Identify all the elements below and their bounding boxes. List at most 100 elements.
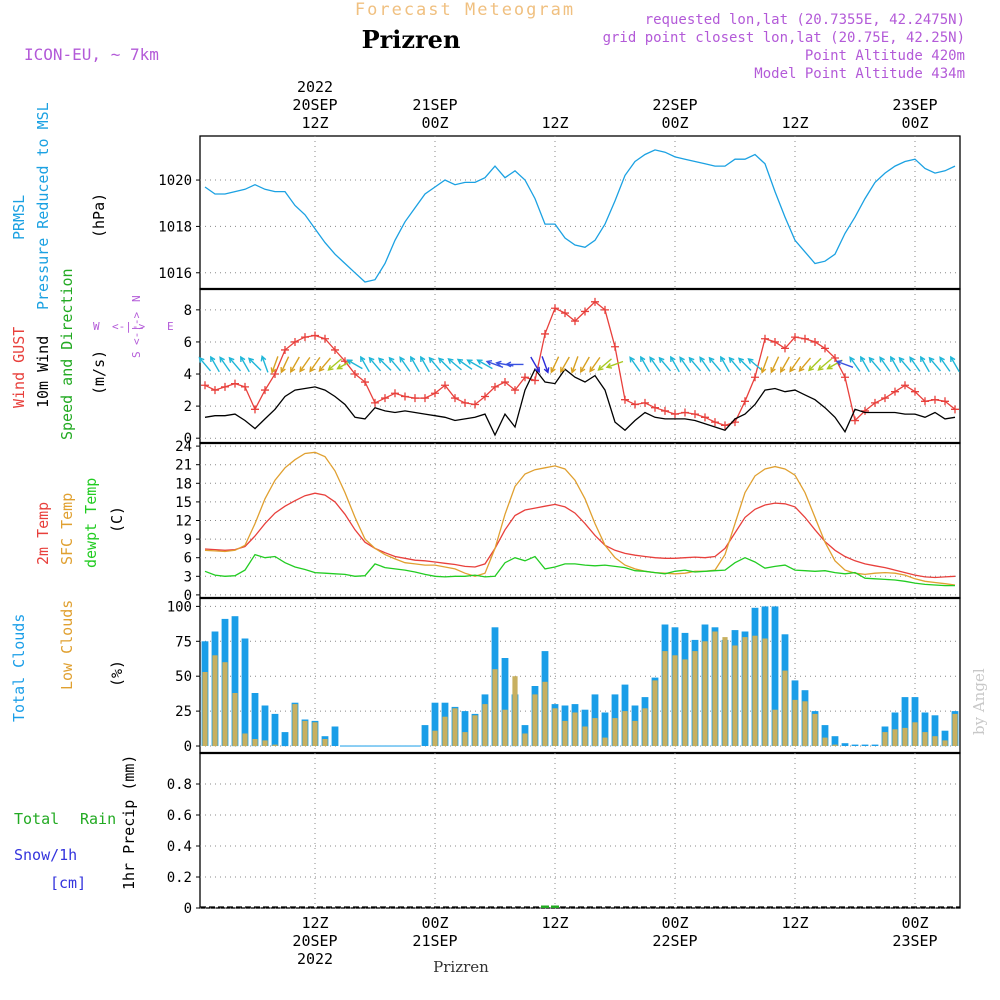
wind-arrow-head [789, 366, 795, 373]
low-cloud-bar [532, 694, 538, 747]
low-cloud-bar [582, 726, 588, 746]
gust-line [204, 300, 956, 427]
low-cloud-bar [892, 729, 898, 747]
wind-arrow-head [485, 360, 493, 366]
y-tick-label: 75 [175, 634, 192, 650]
wind-arrow [898, 357, 912, 372]
wind-arrow [728, 357, 742, 372]
gust-line-marker [411, 394, 419, 403]
gust-line-marker [451, 394, 459, 403]
y-tick-label: 12 [175, 514, 192, 530]
temp-sfc-line [204, 451, 956, 586]
y-tick-label: 2 [184, 399, 192, 415]
gust-line-marker [571, 317, 579, 326]
wind-arrow [670, 356, 680, 373]
wind-arrow-head [720, 355, 726, 363]
wind-arrow-head [476, 359, 483, 365]
gust-line-marker [521, 373, 529, 382]
wind-arrow-head [570, 367, 577, 374]
gust-line-marker [871, 398, 879, 407]
gust-line-marker [481, 392, 489, 401]
precip-unit-label: 1hr Precip (mm) [120, 755, 138, 890]
wind-arrow [399, 356, 411, 372]
gust-line-marker [551, 304, 559, 313]
low-cloud-bar [202, 672, 208, 746]
gust-line-marker [621, 395, 629, 404]
wind-arrow-head [708, 356, 715, 363]
model-altitude: Model Point Altitude 434m [754, 66, 965, 82]
gust-line-marker [711, 418, 719, 427]
gust-line-marker [681, 408, 689, 417]
wind-arrow [606, 360, 624, 368]
wind-arrow-head [346, 359, 353, 365]
gust-line-marker [321, 334, 329, 343]
top-time-label: 12Z [301, 114, 328, 132]
gust-line-marker [741, 397, 749, 406]
wind-arrow [530, 356, 540, 373]
wind-arrow [708, 357, 722, 372]
top-time-label: 22SEP [652, 96, 697, 114]
wind-arrow [798, 357, 812, 372]
low-cloud-bar [652, 680, 658, 746]
total-cloud-bar [931, 715, 939, 746]
wind-arrow [770, 356, 780, 373]
wind-arrow-head [898, 356, 905, 363]
low-cloud-bar [752, 635, 758, 746]
grid-lines [196, 136, 960, 909]
gust-line-marker [501, 378, 509, 387]
gust-line-marker [401, 392, 409, 401]
gust-line-marker [631, 400, 639, 409]
low-cloud-bar [782, 670, 788, 746]
wind-arrow-head [890, 355, 896, 363]
temp-2m-label: 2m Temp [34, 502, 52, 565]
wind-arrow-head [219, 356, 225, 363]
wind-arrow-head [309, 366, 315, 373]
cloud-axis-labels: Total Clouds Low Clouds (%) [10, 600, 126, 722]
wind-arrow-head [699, 356, 705, 363]
wind-arrow-head [737, 357, 744, 364]
y-tick-label: 6 [184, 335, 192, 351]
low-cloud-bar [492, 669, 498, 746]
low-cloud-bar [292, 704, 298, 746]
wind-arrow-head [835, 360, 843, 366]
gust-line-marker [251, 405, 259, 414]
low-cloud-bar [922, 732, 928, 747]
wind-arrow [210, 356, 220, 373]
wind-arrow [580, 356, 590, 373]
total-cloud-bar [831, 736, 839, 746]
low-cloud-bar [812, 713, 818, 746]
wind-arrow-head [580, 366, 586, 374]
gust-line-marker [901, 381, 909, 390]
gust-line-marker [311, 331, 319, 340]
gust-line-marker [291, 337, 299, 346]
temp-dewpt-label: dewpt Temp [82, 478, 100, 568]
gust-line-marker [651, 403, 659, 412]
chart-marks [198, 149, 960, 908]
y-tick-label: 0.4 [167, 839, 192, 855]
gust-line-marker [561, 309, 569, 318]
pressure-reduced-label: Pressure Reduced to MSL [34, 102, 52, 310]
wind-arrow-head [290, 366, 296, 374]
gust-line-marker [371, 398, 379, 407]
wind-arrow [388, 357, 402, 372]
low-cloud-bar [932, 736, 938, 746]
wind-arrow [560, 356, 570, 373]
wind-arrow-head [760, 367, 767, 374]
temp-axis-labels: 2m Temp SFC Temp dewpt Temp (C) [34, 478, 126, 568]
wind-arrow [248, 357, 262, 371]
total-clouds-label: Total Clouds [10, 614, 28, 722]
gust-line-marker [231, 379, 239, 388]
wind-arrow-head [920, 355, 926, 363]
low-cloud-bar [502, 709, 508, 746]
low-cloud-bar [512, 676, 518, 746]
wind-arrow [271, 356, 279, 373]
wind-unit-label: (m/s) [90, 350, 108, 395]
gust-line-marker [831, 353, 839, 362]
wind-arrow-head [770, 367, 776, 374]
wind-arrow-head [466, 359, 473, 365]
wind-arrow-head [860, 355, 866, 363]
total-cloud-bar [231, 616, 239, 747]
total-cloud-bar [891, 712, 899, 746]
wind-arrow-head [649, 356, 655, 363]
low-cloud-bar [882, 732, 888, 747]
